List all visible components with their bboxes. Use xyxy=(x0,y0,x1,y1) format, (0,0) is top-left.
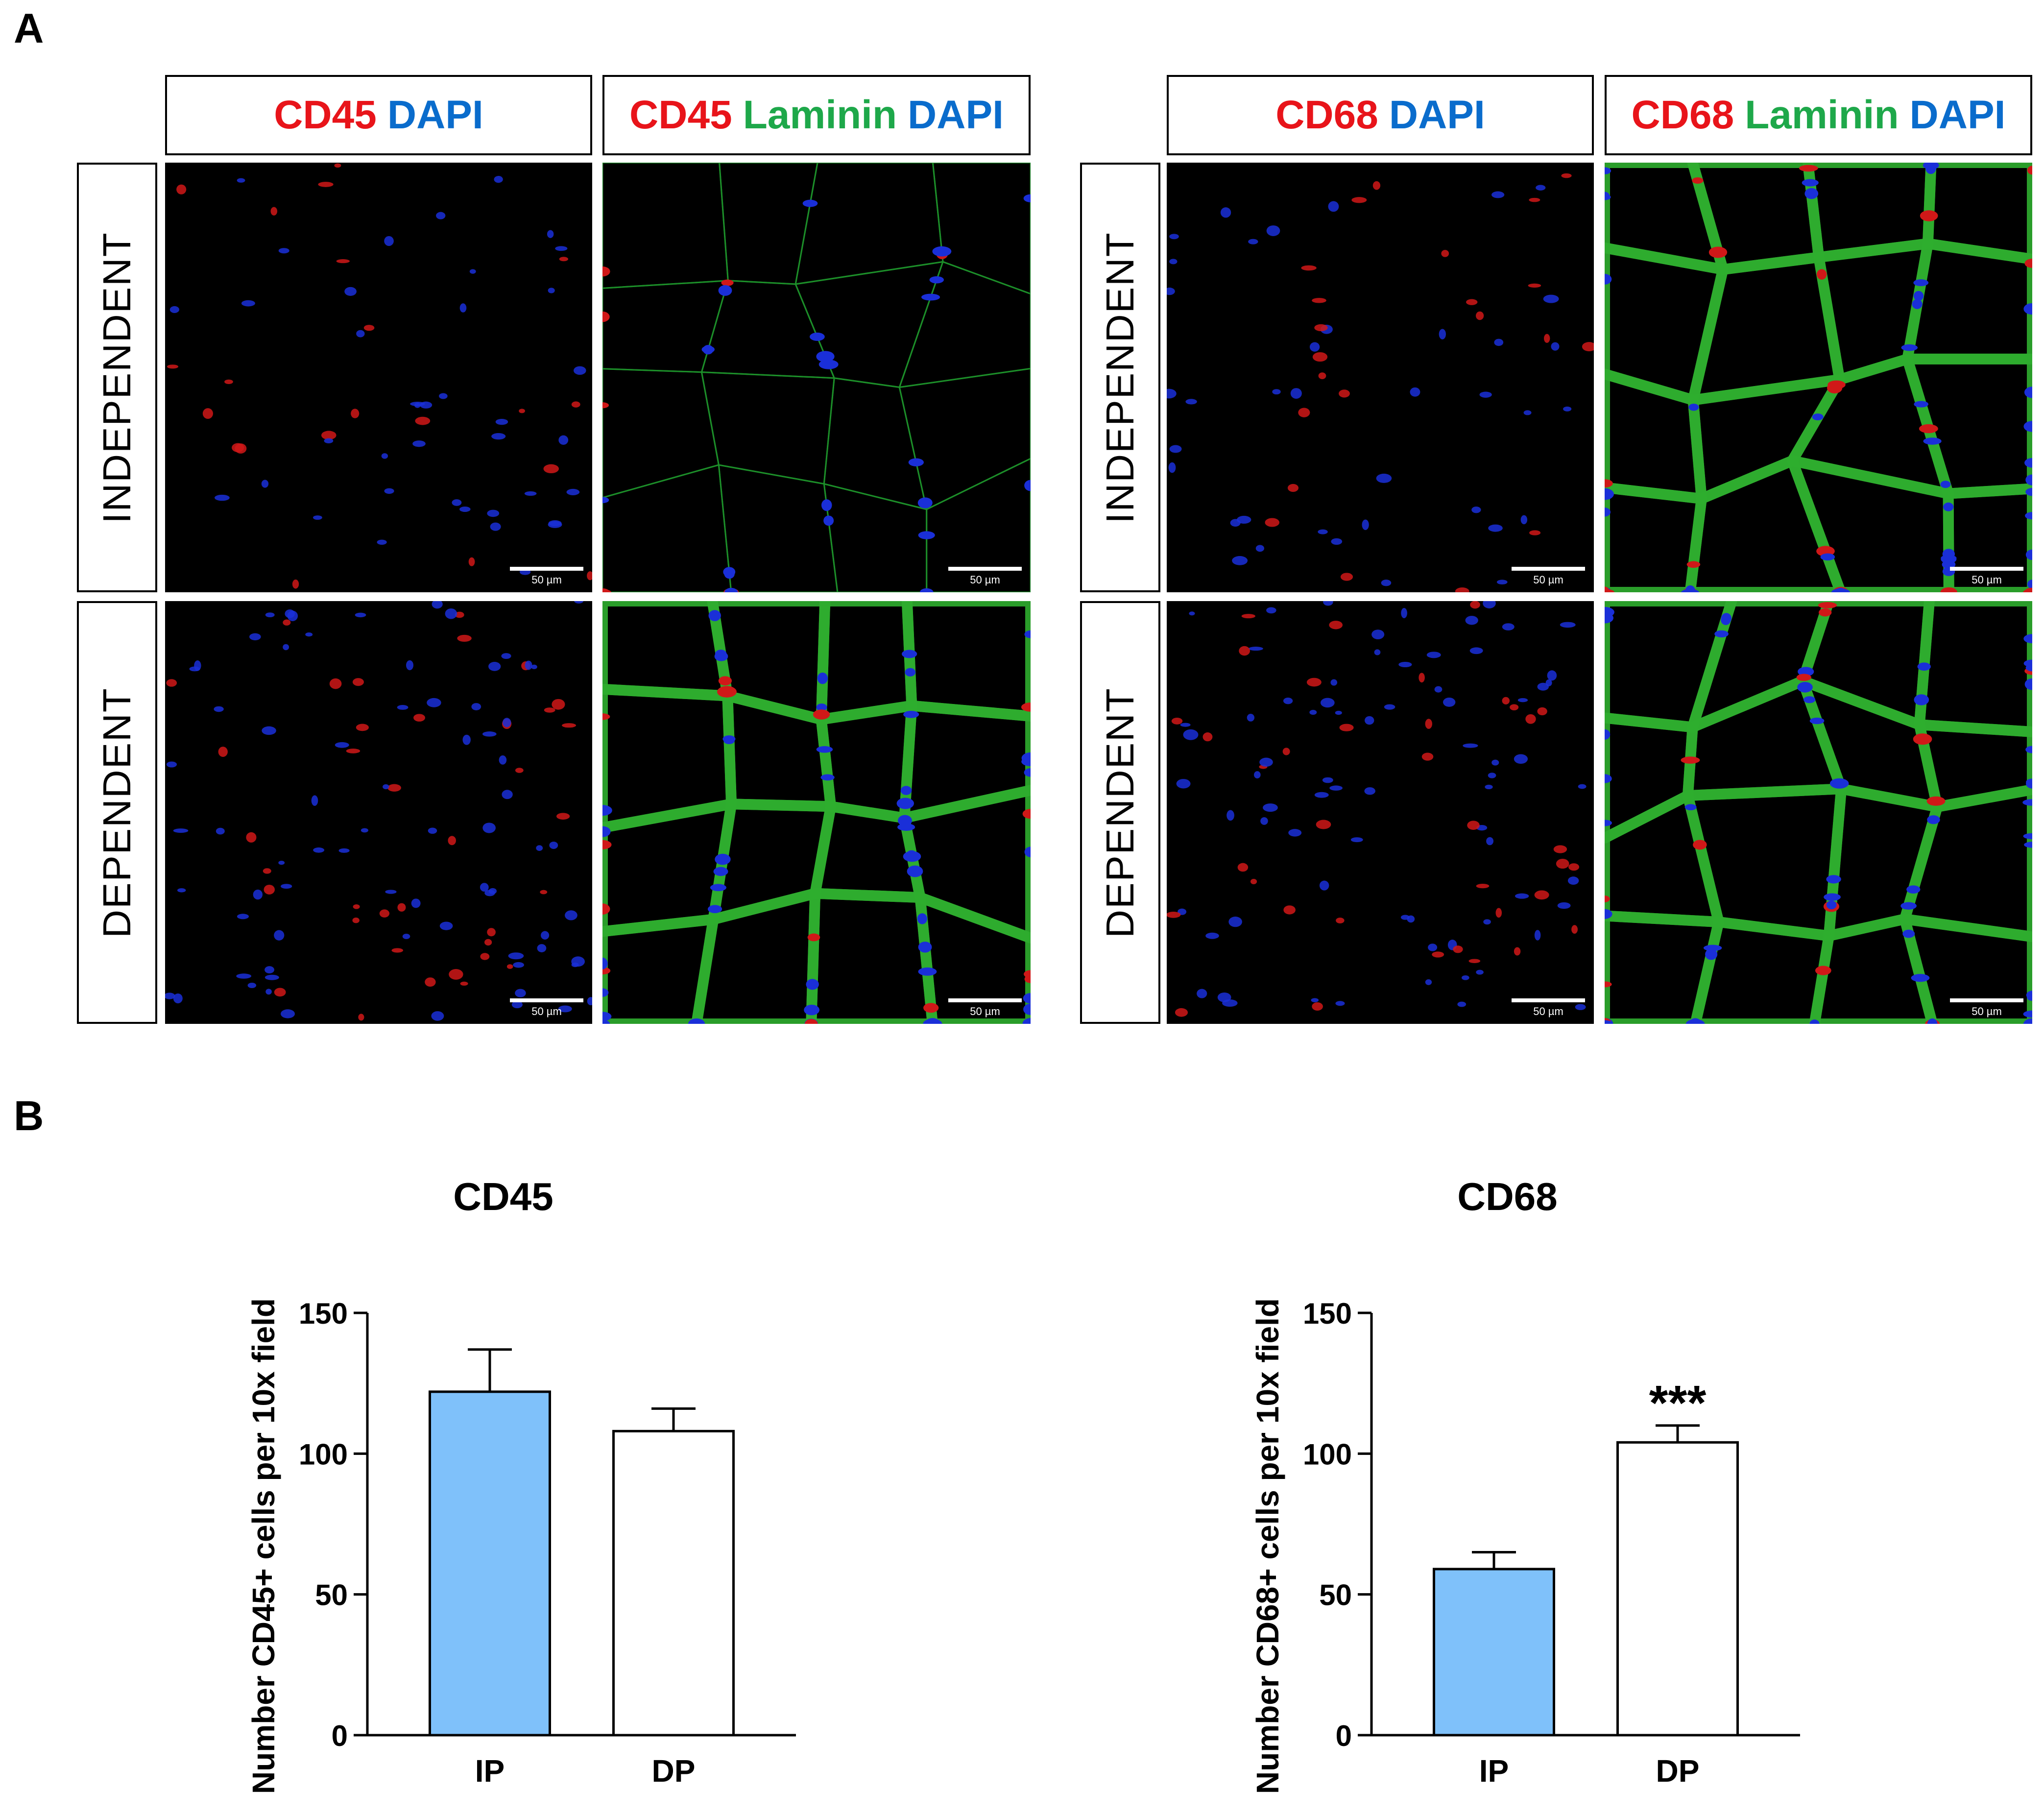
bar-ip xyxy=(429,1390,551,1737)
scale-bar: 50 µm xyxy=(510,567,583,586)
bar-dp xyxy=(1616,1441,1739,1737)
row-label-dependent: DEPENDENT xyxy=(77,601,157,1024)
column-header-cd68-laminin-dapi: CD68 Laminin DAPI xyxy=(1605,75,2032,155)
scale-bar-line xyxy=(948,998,1022,1002)
micrograph-cd68-laminin-dapi-dependent: 50 µm xyxy=(1605,601,2032,1024)
micrograph-cd45-dapi-dependent: 50 µm xyxy=(165,601,592,1024)
panel-letter-a: A xyxy=(14,5,44,52)
stain-label: Laminin xyxy=(1745,93,1899,137)
micrograph-image xyxy=(602,601,1031,1024)
micrograph-cd45-dapi-independent: 50 µm xyxy=(165,163,592,592)
y-tick-label: 50 xyxy=(1319,1579,1352,1612)
stain-label: CD45 xyxy=(629,93,732,137)
scale-bar: 50 µm xyxy=(510,998,583,1018)
y-axis-label: Number CD68+ cells per 10x field xyxy=(1250,1298,1285,1794)
chart-canvas: CD45 Number CD45+ cells per 10x field 0 50 1… xyxy=(246,1175,796,1794)
x-tick-label: IP xyxy=(1479,1753,1509,1789)
scale-bar-line xyxy=(1512,567,1585,571)
scale-bar-label: 50 µm xyxy=(970,574,1000,586)
scale-bar-label: 50 µm xyxy=(531,1005,562,1017)
micrograph-image xyxy=(1167,601,1587,1017)
scale-bar-label: 50 µm xyxy=(1533,574,1563,586)
stain-label: CD68 xyxy=(1275,93,1378,137)
stain-label: CD45 xyxy=(274,93,377,137)
micrograph-cd68-dapi-dependent: 50 µm xyxy=(1167,601,1594,1024)
y-tick-label: 150 xyxy=(1303,1297,1352,1330)
y-tick-label: 0 xyxy=(1336,1719,1352,1752)
scale-bar: 50 µm xyxy=(948,998,1022,1018)
chart-canvas: CD68 Number CD68+ cells per 10x field 0 50 1… xyxy=(1250,1175,1800,1794)
scale-bar-label: 50 µm xyxy=(531,574,562,586)
y-tick-label: 100 xyxy=(299,1438,348,1471)
bar-chart-cd45: CD45 Number CD45+ cells per 10x field 0 50 1… xyxy=(0,1166,931,1813)
scale-bar-label: 50 µm xyxy=(1533,1005,1563,1017)
scale-bar-line xyxy=(1950,567,2023,571)
scale-bar-line xyxy=(1950,998,2023,1002)
stain-label: CD68 xyxy=(1631,93,1734,137)
scale-bar-line xyxy=(1512,998,1585,1002)
scale-bar: 50 µm xyxy=(1512,567,1585,586)
micrograph-cd45-laminin-dapi-independent: 50 µm xyxy=(602,163,1031,592)
scale-bar-label: 50 µm xyxy=(1972,574,2002,586)
bar-ip xyxy=(1433,1568,1555,1737)
micrograph-image xyxy=(1167,173,1594,592)
scale-bar: 50 µm xyxy=(1950,998,2023,1018)
column-header-cd45-dapi: CD45 DAPI xyxy=(165,75,592,155)
column-header-cd45-laminin-dapi: CD45 Laminin DAPI xyxy=(602,75,1031,155)
y-tick-label: 0 xyxy=(332,1719,348,1752)
y-axis-label: Number CD45+ cells per 10x field xyxy=(246,1298,281,1794)
stain-label: DAPI xyxy=(908,93,1004,137)
bar-chart-cd68: CD68 Number CD68+ cells per 10x field 0 50 1… xyxy=(1004,1166,1935,1813)
x-tick-label: DP xyxy=(1656,1753,1700,1789)
micrograph-image xyxy=(1605,601,2032,1024)
stain-label: DAPI xyxy=(1909,93,2006,137)
scale-bar-label: 50 µm xyxy=(1972,1005,2002,1017)
x-tick-label: DP xyxy=(652,1753,696,1789)
bar-dp xyxy=(612,1429,735,1737)
stain-label: DAPI xyxy=(1389,93,1485,137)
micrograph-cd68-dapi-independent: 50 µm xyxy=(1167,163,1594,592)
chart-title: CD45 xyxy=(453,1175,553,1218)
scale-bar-label: 50 µm xyxy=(970,1005,1000,1017)
micrograph-image xyxy=(167,163,592,589)
scale-bar: 50 µm xyxy=(1512,998,1585,1018)
row-label-dependent: DEPENDENT xyxy=(1080,601,1160,1024)
scale-bar: 50 µm xyxy=(1950,567,2023,586)
scale-bar: 50 µm xyxy=(948,567,1022,586)
y-tick-label: 50 xyxy=(315,1579,348,1612)
micrograph-cd68-laminin-dapi-independent: 50 µm xyxy=(1605,163,2032,592)
scale-bar-line xyxy=(510,998,583,1002)
column-header-cd68-dapi: CD68 DAPI xyxy=(1167,75,1594,155)
scale-bar-line xyxy=(510,567,583,571)
y-tick-label: 100 xyxy=(1303,1438,1352,1471)
row-label-independent: INDEPENDENT xyxy=(77,163,157,592)
chart-title: CD68 xyxy=(1457,1175,1558,1218)
row-label-independent: INDEPENDENT xyxy=(1080,163,1160,592)
x-tick-label: IP xyxy=(475,1753,505,1789)
scale-bar-line xyxy=(948,567,1022,571)
stain-label: Laminin xyxy=(743,93,897,137)
stain-label: DAPI xyxy=(387,93,483,137)
micrograph-image xyxy=(165,601,592,1021)
panel-letter-b: B xyxy=(14,1093,44,1139)
micrograph-image xyxy=(602,163,1031,592)
micrograph-image xyxy=(1605,163,2032,592)
y-tick-label: 150 xyxy=(299,1297,348,1330)
micrograph-cd45-laminin-dapi-dependent: 50 µm xyxy=(602,601,1031,1024)
significance-marker: *** xyxy=(1649,1376,1707,1430)
